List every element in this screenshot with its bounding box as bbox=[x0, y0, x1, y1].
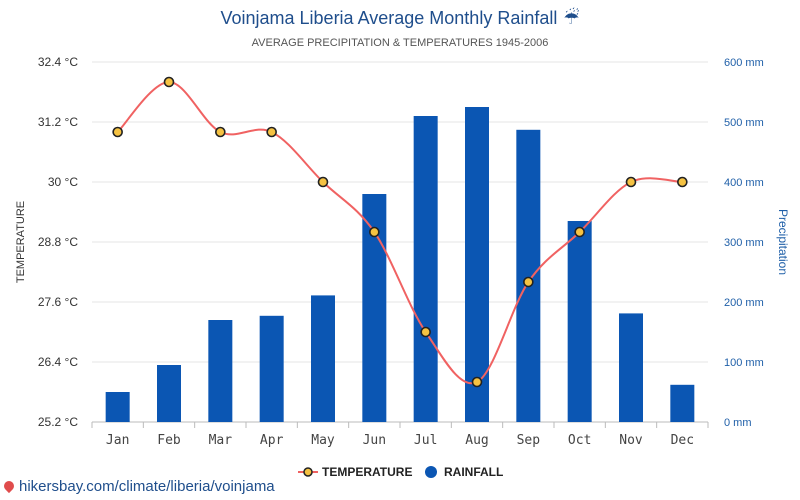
temperature-point-nov[interactable] bbox=[625, 176, 637, 188]
x-tick-label-aug: Aug bbox=[465, 433, 488, 448]
legend: TEMPERATURE RAINFALL bbox=[298, 465, 503, 479]
y-left-tick-label: 28.8 °C bbox=[38, 235, 78, 249]
legend-item-rainfall[interactable]: RAINFALL bbox=[425, 465, 503, 479]
y-right-tick-label: 0 mm bbox=[724, 417, 752, 429]
y-right-tick-label: 100 mm bbox=[724, 357, 764, 369]
y-right-tick-label: 300 mm bbox=[724, 237, 764, 249]
x-tick-label-apr: Apr bbox=[260, 433, 284, 448]
umbrella-rain-icon: ☔ bbox=[563, 7, 579, 28]
legend-rainfall-marker bbox=[425, 466, 437, 478]
y-left-tick-label: 32.4 °C bbox=[38, 55, 78, 69]
x-tick-label-jul: Jul bbox=[414, 433, 437, 448]
rainfall-bar-sep[interactable] bbox=[516, 129, 541, 423]
temperature-point-mar[interactable] bbox=[215, 126, 226, 138]
temperature-point-oct[interactable] bbox=[574, 226, 585, 238]
x-tick-label-nov: Nov bbox=[619, 433, 643, 448]
temperature-point-feb[interactable] bbox=[163, 76, 175, 88]
x-tick-label-feb: Feb bbox=[157, 433, 181, 448]
x-tick-label-sep: Sep bbox=[517, 433, 541, 448]
rainfall-bar-apr[interactable] bbox=[259, 315, 284, 422]
source-text: hikersbay.com/climate/liberia/voinjama bbox=[19, 478, 275, 495]
y-axis-right-ticks: 0 mm 100 mm 200 mm 300 mm 400 mm 500 mm 600 mm bbox=[724, 57, 764, 429]
temperature-point-apr[interactable] bbox=[266, 126, 277, 138]
legend-temperature-marker bbox=[303, 467, 313, 477]
y-left-tick-label: 31.2 °C bbox=[38, 115, 78, 129]
legend-temperature-label: TEMPERATURE bbox=[322, 465, 412, 479]
rainfall-bars bbox=[105, 107, 695, 423]
temperature-point-aug[interactable] bbox=[471, 376, 483, 388]
legend-rainfall-label: RAINFALL bbox=[444, 465, 503, 479]
rainfall-bar-mar[interactable] bbox=[208, 320, 233, 422]
temperature-point-jun[interactable] bbox=[369, 226, 380, 238]
rainfall-bar-dec[interactable] bbox=[670, 384, 695, 422]
legend-item-temperature[interactable]: TEMPERATURE bbox=[298, 465, 412, 479]
y-axis-right-label: Precipitation bbox=[776, 209, 790, 275]
y-right-tick-label: 200 mm bbox=[724, 297, 764, 309]
x-axis-ticks: Jan Feb Mar Apr May Jun Jul Aug Sep Oct Nov Dec bbox=[91, 422, 709, 448]
chart-subtitle: AVERAGE PRECIPITATION & TEMPERATURES 194… bbox=[252, 37, 549, 49]
temperature-point-may[interactable] bbox=[317, 176, 329, 188]
y-axis-left-ticks: 25.2 °C 26.4 °C 27.6 °C 28.8 °C 30 °C 31.2 °C… bbox=[38, 55, 78, 429]
rainfall-bar-jan[interactable] bbox=[105, 392, 130, 422]
chart-title: Voinjama Liberia Average Monthly Rainfal… bbox=[220, 7, 579, 28]
y-left-tick-label: 27.6 °C bbox=[38, 295, 78, 309]
rainfall-bar-oct[interactable] bbox=[567, 221, 592, 422]
x-tick-label-mar: Mar bbox=[209, 433, 233, 448]
x-tick-label-may: May bbox=[311, 433, 335, 448]
y-right-tick-label: 600 mm bbox=[724, 57, 764, 69]
rainfall-bar-feb[interactable] bbox=[157, 365, 181, 422]
x-tick-label-dec: Dec bbox=[671, 433, 694, 448]
x-tick-label-oct: Oct bbox=[568, 433, 591, 448]
rainfall-bar-aug[interactable] bbox=[465, 107, 489, 422]
grid-lines bbox=[92, 61, 708, 423]
y-left-tick-label: 26.4 °C bbox=[38, 355, 78, 369]
y-right-tick-label: 500 mm bbox=[724, 117, 764, 129]
temperature-point-sep[interactable] bbox=[523, 276, 534, 288]
rainfall-bar-may[interactable] bbox=[311, 295, 335, 422]
y-right-tick-label: 400 mm bbox=[724, 177, 764, 189]
rainfall-bar-jul[interactable] bbox=[413, 116, 438, 422]
temperature-point-dec[interactable] bbox=[677, 176, 688, 188]
y-left-tick-label: 25.2 °C bbox=[38, 415, 78, 429]
source-link[interactable]: hikersbay.com/climate/liberia/voinjama bbox=[1, 478, 275, 495]
rainfall-bar-nov[interactable] bbox=[619, 313, 643, 422]
temperature-line bbox=[116, 80, 683, 385]
temperature-points bbox=[112, 76, 688, 388]
y-axis-left-label: TEMPERATURE bbox=[15, 201, 27, 283]
x-tick-label-jan: Jan bbox=[106, 433, 129, 448]
x-tick-label-jun: Jun bbox=[363, 433, 386, 448]
y-left-tick-label: 30 °C bbox=[48, 175, 78, 189]
temperature-point-jul[interactable] bbox=[420, 326, 431, 338]
temperature-point-jan[interactable] bbox=[112, 126, 123, 138]
location-pin-icon bbox=[1, 478, 17, 493]
